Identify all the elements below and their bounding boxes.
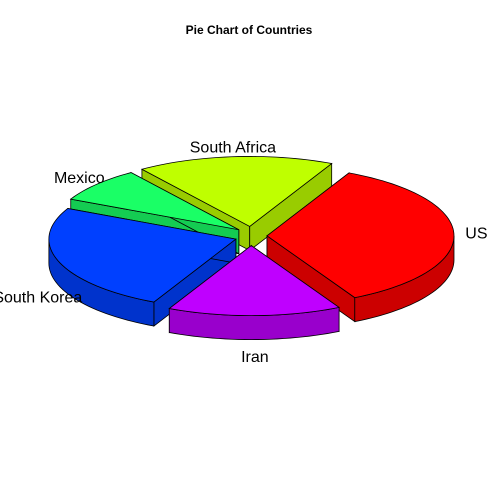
slice-south-korea — [48, 207, 237, 327]
slice-iran-top — [168, 245, 341, 316]
pie-slices — [48, 156, 455, 340]
slice-iran — [168, 244, 341, 340]
label-iran: Iran — [241, 349, 269, 366]
slice-us — [266, 172, 455, 323]
slice-mexico-top — [69, 172, 240, 231]
label-south-korea: South Korea — [0, 290, 82, 307]
slice-south-korea-top — [48, 208, 237, 303]
chart-title: Pie Chart of Countries — [186, 23, 313, 37]
label-us: US — [465, 226, 487, 243]
slice-us-top — [266, 172, 455, 299]
pie-labels: US Iran South Korea Mexico South Africa — [0, 139, 488, 366]
label-mexico: Mexico — [54, 170, 105, 187]
label-south-africa: South Africa — [190, 139, 276, 156]
slice-south-africa-top — [140, 156, 333, 227]
